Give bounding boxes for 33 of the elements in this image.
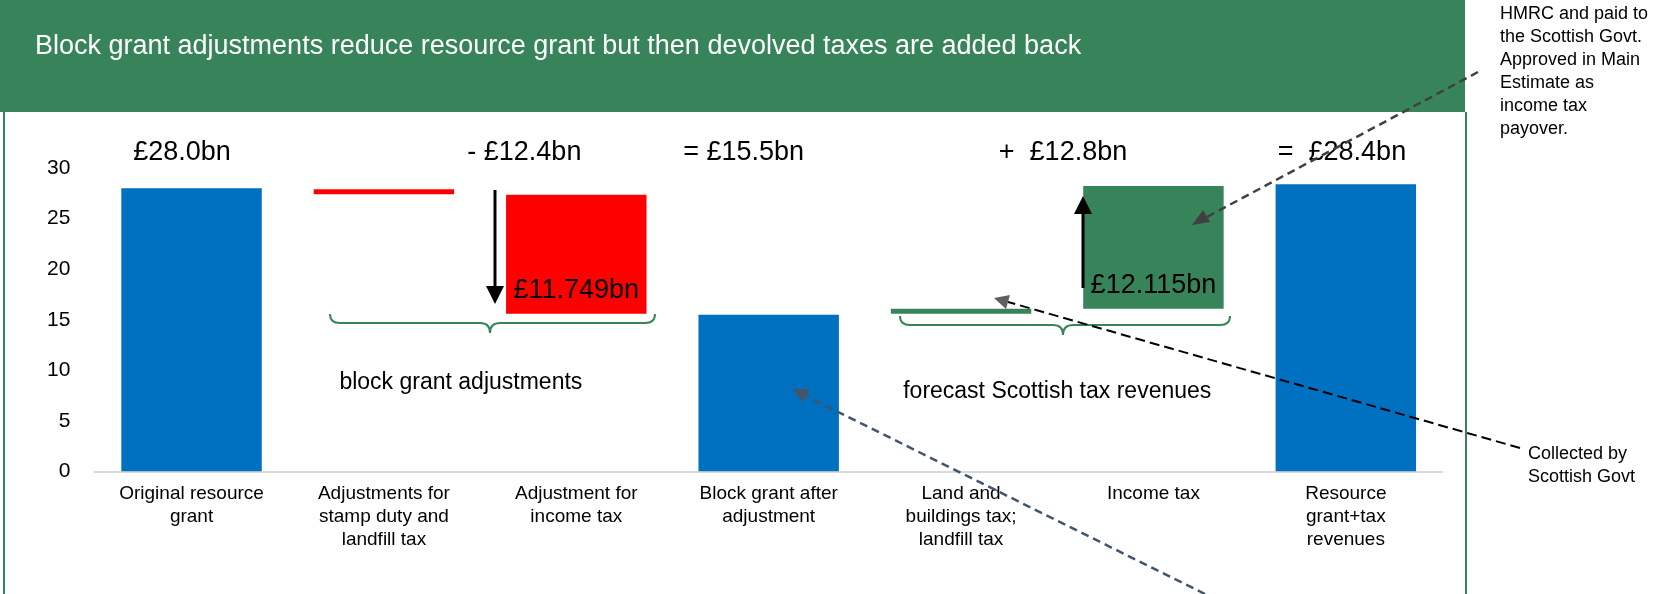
- x-tick-label: Adjustments for stamp duty and landfill tax: [317, 482, 451, 549]
- x-tick-label: Land and buildings tax; landfill tax: [905, 482, 1017, 549]
- text: + £12.8bn: [998, 136, 1128, 166]
- bar: [1275, 184, 1417, 472]
- y-tick-label: 25: [47, 205, 71, 229]
- x-tick-label: Income tax: [1106, 482, 1201, 504]
- text: Collected by Scottish Govt: [1528, 442, 1637, 488]
- text: = £28.4bn: [1277, 136, 1407, 166]
- y-tick-label: 10: [47, 357, 71, 381]
- x-tick-label: Adjustment for income tax: [515, 482, 639, 527]
- x-tick-label: Block grant after adjustment: [699, 482, 839, 527]
- bar: [506, 194, 647, 314]
- text: - £12.4bn: [467, 136, 582, 166]
- y-tick-label: 20: [47, 256, 71, 279]
- y-tick-label: 5: [58, 407, 71, 431]
- bar: [698, 314, 839, 472]
- data-label: £11.749bn: [513, 273, 640, 304]
- x-tick-label: Resource grant+tax revenues: [1305, 482, 1387, 549]
- chart-title: Block grant adjustments reduce resource grant but then devolved taxes are added back: [35, 30, 1082, 61]
- bar: [1083, 186, 1224, 309]
- y-tick-label: 30: [47, 154, 71, 178]
- y-tick-label: 15: [47, 306, 71, 330]
- text: = £15.5bn: [683, 136, 805, 166]
- text: HMRC and paid to the Scottish Govt. Approved in Main Estimate as income tax payover.: [1500, 2, 1650, 140]
- x-tick-label: Original resource grant: [119, 482, 264, 527]
- text: £28.0bn: [133, 136, 231, 166]
- bar: [313, 189, 455, 195]
- bar: [121, 188, 262, 472]
- bar: [890, 308, 1032, 314]
- annotation: forecast Scottish tax revenues: [903, 376, 1212, 403]
- annotation: block grant adjustments: [339, 367, 583, 394]
- y-tick-label: 0: [58, 458, 71, 482]
- data-label: £12.115bn: [1090, 268, 1217, 299]
